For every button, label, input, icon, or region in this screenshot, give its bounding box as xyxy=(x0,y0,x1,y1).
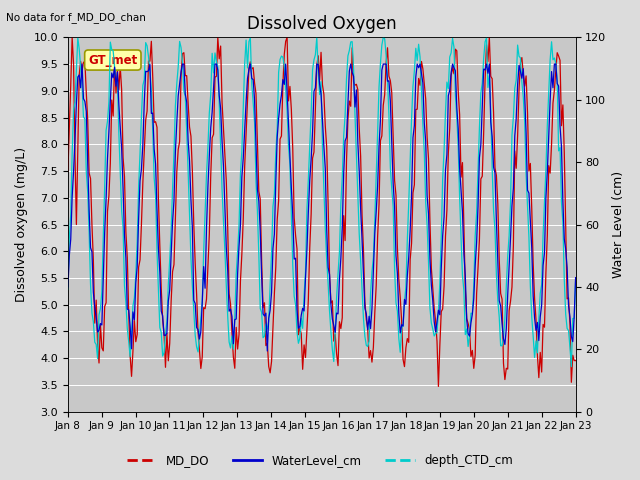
Text: GT_met: GT_met xyxy=(88,54,138,67)
Y-axis label: Water Level (cm): Water Level (cm) xyxy=(612,171,625,278)
Text: No data for f_MD_DO_chan: No data for f_MD_DO_chan xyxy=(6,12,147,23)
Y-axis label: Dissolved oxygen (mg/L): Dissolved oxygen (mg/L) xyxy=(15,147,28,302)
Legend: MD_DO, WaterLevel_cm, depth_CTD_cm: MD_DO, WaterLevel_cm, depth_CTD_cm xyxy=(122,449,518,472)
Title: Dissolved Oxygen: Dissolved Oxygen xyxy=(247,15,397,33)
